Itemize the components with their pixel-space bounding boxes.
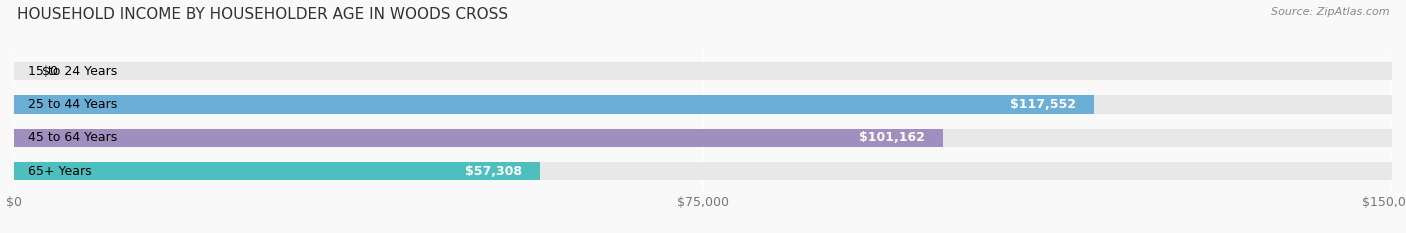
Text: 15 to 24 Years: 15 to 24 Years <box>28 65 117 78</box>
Text: Source: ZipAtlas.com: Source: ZipAtlas.com <box>1271 7 1389 17</box>
Bar <box>14 95 1094 114</box>
Text: 25 to 44 Years: 25 to 44 Years <box>28 98 117 111</box>
Text: 65+ Years: 65+ Years <box>28 164 91 178</box>
Bar <box>14 162 540 180</box>
Bar <box>14 129 943 147</box>
Text: $117,552: $117,552 <box>1010 98 1076 111</box>
Bar <box>14 162 1392 180</box>
Text: $0: $0 <box>42 65 58 78</box>
Text: 45 to 64 Years: 45 to 64 Years <box>28 131 117 144</box>
Text: HOUSEHOLD INCOME BY HOUSEHOLDER AGE IN WOODS CROSS: HOUSEHOLD INCOME BY HOUSEHOLDER AGE IN W… <box>17 7 508 22</box>
Bar <box>14 129 1392 147</box>
Bar <box>14 62 1392 80</box>
Bar <box>14 95 1392 114</box>
Text: $57,308: $57,308 <box>465 164 522 178</box>
Text: $101,162: $101,162 <box>859 131 925 144</box>
